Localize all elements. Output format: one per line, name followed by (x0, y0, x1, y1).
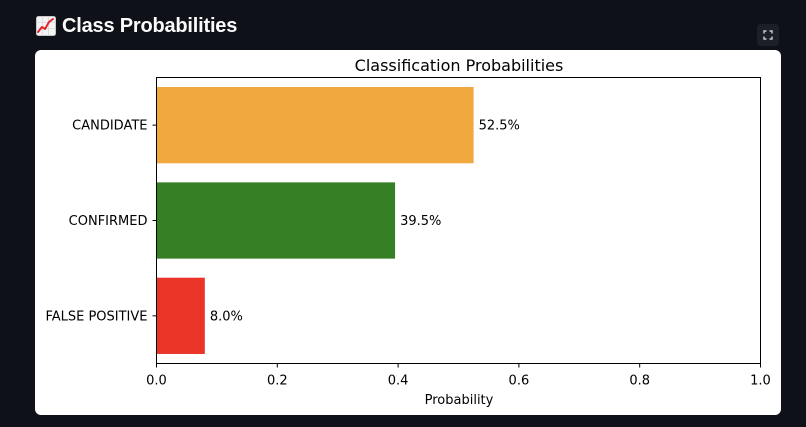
fullscreen-button[interactable] (757, 24, 779, 46)
bar-false-positive (156, 277, 205, 354)
chart-increasing-icon (36, 16, 56, 36)
section-header: Class Probabilities (36, 12, 237, 40)
x-axis-label: Probability (425, 393, 494, 408)
chart-title: Classification Probabilities (355, 56, 564, 75)
x-tick-label: 0.2 (267, 374, 288, 389)
x-tick-label: 0.4 (388, 374, 409, 389)
bar-candidate (156, 87, 474, 164)
chart-canvas: Classification Probabilities 52.5% 39.5% 8… (45, 56, 771, 408)
bar-confirmed (156, 182, 396, 259)
x-tick-label: 1.0 (750, 374, 771, 389)
section-title: Class Probabilities (62, 15, 238, 37)
bar-value-label: 52.5% (479, 119, 520, 134)
chart-figure: Classification Probabilities 52.5% 39.5% 8… (35, 50, 781, 415)
bar-value-label: 39.5% (400, 214, 441, 229)
x-tick-label: 0.6 (509, 374, 530, 389)
y-tick-label: CANDIDATE (72, 119, 147, 134)
fullscreen-icon (763, 30, 773, 40)
bar-value-label: 8.0% (210, 309, 243, 324)
y-tick-label: CONFIRMED (69, 214, 148, 229)
y-tick-label: FALSE POSITIVE (45, 309, 147, 324)
x-tick-label: 0.8 (629, 374, 650, 389)
x-tick-label: 0.0 (146, 374, 167, 389)
axes-frame (156, 77, 761, 364)
